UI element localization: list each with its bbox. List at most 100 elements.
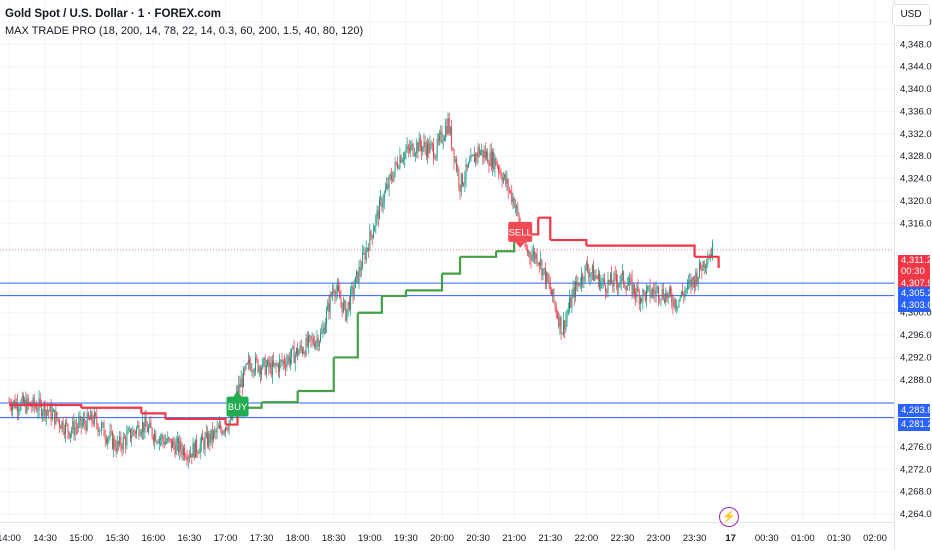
candle-body [89, 418, 91, 421]
candle-body [695, 272, 697, 288]
candle-body [398, 167, 400, 169]
candle-body [455, 159, 457, 171]
candle-body [689, 279, 691, 282]
candle-body [83, 418, 85, 424]
candle-body [73, 421, 75, 435]
candle-body [518, 213, 520, 223]
candle-body [441, 131, 443, 143]
candle-body [678, 299, 680, 307]
candle-body [635, 293, 637, 297]
candle-body [8, 402, 10, 403]
candle-body [457, 169, 459, 171]
candle-body [157, 441, 159, 444]
candle-body [130, 428, 131, 440]
candle-body [534, 251, 536, 260]
candle-body [643, 290, 645, 293]
candle-body [144, 418, 146, 433]
candle-body [188, 456, 190, 458]
candle-body [155, 433, 157, 442]
candle-body [381, 198, 383, 208]
sell-signal[interactable]: SELL [508, 221, 533, 248]
candle-body [440, 131, 442, 135]
candle-body [258, 367, 260, 372]
indicator-legend[interactable]: MAX TRADE PRO (18, 200, 14, 78, 22, 14, … [5, 25, 364, 37]
candle-body [431, 143, 433, 146]
candle-body [606, 291, 608, 293]
candle-body [648, 285, 650, 287]
candle-body [506, 179, 508, 184]
candle-body [36, 407, 38, 412]
candle-body [619, 282, 621, 285]
candle-body [122, 436, 124, 450]
candle-body [482, 149, 484, 158]
candle-body [686, 282, 688, 289]
candle-body [149, 422, 151, 428]
level-tag-3: 4,283.85 [898, 404, 932, 417]
candle-body [357, 271, 359, 283]
candle-body [405, 150, 407, 153]
candle-body [67, 424, 69, 432]
candle-body [270, 363, 272, 376]
candle-body [350, 289, 352, 310]
candle-body [285, 364, 287, 368]
candle-body [308, 335, 309, 346]
candle-body [10, 406, 12, 411]
candle-body [95, 413, 97, 416]
candle-body [368, 248, 370, 251]
candle-body [382, 202, 384, 208]
candle-body [471, 155, 473, 157]
price-tick-label: 4,328.00 [900, 151, 932, 162]
candle-body [535, 253, 537, 260]
candle-body [379, 199, 380, 220]
candle-body [575, 281, 576, 298]
candle-body [203, 440, 205, 450]
candle-body [599, 273, 601, 289]
candle-body [712, 242, 714, 258]
candle-body [294, 354, 296, 364]
candle-body [240, 378, 242, 388]
candle-body [323, 327, 325, 334]
candle-body [547, 272, 549, 282]
candle-body [115, 448, 117, 452]
candle-body [388, 175, 390, 189]
lightning-icon[interactable]: ⚡ [719, 507, 739, 527]
candle-body [114, 438, 116, 449]
candle-body [49, 405, 51, 412]
time-tick-label: 18:30 [322, 533, 346, 544]
candle-body [498, 166, 499, 172]
candle-body [154, 433, 155, 441]
candle-body [297, 348, 299, 356]
candle-body [226, 427, 228, 430]
candle-body [283, 360, 285, 365]
candle-body [209, 433, 211, 443]
trailing-stop-line [225, 413, 239, 426]
candle-body [633, 284, 635, 294]
candle-body [517, 205, 519, 214]
candle-body [175, 442, 177, 455]
candle-body [276, 364, 278, 366]
candle-body [666, 292, 668, 299]
candle-body [671, 293, 673, 303]
candle-body [641, 298, 643, 302]
time-tick-label: 01:00 [791, 533, 815, 544]
candle-body [395, 162, 397, 164]
currency-selector[interactable]: USD [892, 4, 930, 26]
buy-signal[interactable]: BUY [226, 391, 249, 417]
candle-body [286, 361, 288, 368]
candle-body [704, 265, 706, 268]
candle-body [51, 411, 53, 420]
candle-body [78, 420, 80, 428]
candle-body [41, 402, 42, 416]
candle-body [293, 346, 295, 364]
candle-body [532, 251, 534, 255]
candle-body [156, 441, 158, 443]
candle-body [145, 418, 147, 427]
candle-body [512, 197, 514, 202]
candle-body [597, 273, 599, 279]
candle-body [60, 426, 62, 429]
candle-body [169, 438, 171, 440]
candle-body [251, 370, 253, 371]
candle-body [488, 163, 490, 166]
candle-body [460, 173, 462, 192]
